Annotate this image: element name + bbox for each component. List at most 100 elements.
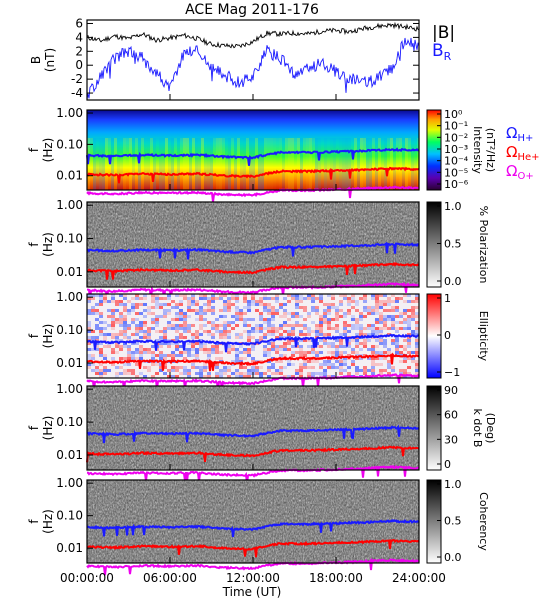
cyclotron-line-o <box>86 185 420 203</box>
x-axis: 00:00:00 06:00:00 12:00:00 18:00:00 24:00:00 <box>60 94 446 585</box>
x-tick-label: 00:00:00 <box>60 571 114 585</box>
heatmap-column <box>129 138 132 190</box>
y-tick-label: 0.10 <box>56 509 83 523</box>
heatmap-column <box>321 138 324 190</box>
cyclotron-line-he <box>86 261 420 280</box>
heatmap-column <box>297 138 300 190</box>
y-tick-label: 2 <box>75 44 83 58</box>
cyclotron-line-h <box>86 241 420 260</box>
y-axis-label: f <box>27 242 41 247</box>
heatmap-column <box>318 138 321 190</box>
heatmap-column <box>255 138 258 190</box>
heatmap-texture <box>87 202 419 287</box>
y-axis-label: f <box>27 333 41 338</box>
heatmap-column <box>102 138 105 190</box>
legend-omega-h: ΩH+ <box>506 124 533 144</box>
legend-omega-h-main: Ω <box>506 124 517 142</box>
legend-omega-he-main: Ω <box>506 143 517 161</box>
heatmap-column <box>96 138 99 190</box>
heatmap-column <box>303 138 306 190</box>
x-tick-label: 06:00:00 <box>143 571 197 585</box>
heatmap-column <box>153 138 156 190</box>
panel-intensity: 1.00 0.10 0.01 f (Hz) 10⁰10⁻¹10⁻²10⁻³10⁻⁴10⁻⁵… <box>27 106 497 203</box>
y-tick-label: 0 <box>75 58 83 72</box>
colorbar-tick-label: 0 <box>444 329 451 342</box>
heatmap-column <box>252 138 255 190</box>
x-tick-label: 18:00:00 <box>309 571 363 585</box>
heatmap-column <box>261 138 264 190</box>
series-line-b-magnitude <box>87 21 419 49</box>
heatmap-column <box>348 138 351 190</box>
heatmap-column <box>120 138 123 190</box>
colorbar-unit: (Deg) <box>484 413 497 444</box>
cyclotron-line-o <box>86 373 420 391</box>
colorbar-tick-label: 90 <box>444 384 458 397</box>
colorbar-tick-label: 1.0 <box>444 200 462 213</box>
heatmap-column <box>150 138 153 190</box>
heatmap-column <box>405 138 408 190</box>
panel-kdotb: 1.00 0.10 0.01 f (Hz) 90 60 30 0 k dot B (Deg) <box>27 382 497 484</box>
heatmap-column <box>201 138 204 190</box>
y-tick-label: 4 <box>75 30 83 44</box>
heatmap-column <box>330 138 333 190</box>
heatmap-column <box>231 138 234 190</box>
heatmap-column <box>198 138 201 190</box>
heatmap-column <box>219 138 222 190</box>
heatmap-column <box>378 138 381 190</box>
heatmap-column <box>300 138 303 190</box>
y-axis-unit: (Hz) <box>41 138 55 163</box>
heatmap-column <box>282 138 285 190</box>
heatmap-column <box>342 138 345 190</box>
y-tick-label: 0.01 <box>56 541 83 555</box>
legend-b-magnitude: |B| <box>432 23 455 43</box>
heatmap-column <box>315 138 318 190</box>
y-tick-label: 1.00 <box>56 290 83 304</box>
heatmap-column <box>177 138 180 190</box>
colorbar-tick-label: 0.0 <box>444 551 462 564</box>
heatmap-column <box>267 138 270 190</box>
heatmap-column <box>132 138 135 190</box>
heatmap-column <box>387 138 390 190</box>
y-axis-label: f <box>27 147 41 152</box>
x-tick-label: 24:00:00 <box>392 571 446 585</box>
heatmap-column <box>126 138 129 190</box>
colorbar-tick-label: 10⁻¹ <box>444 120 468 133</box>
heatmap-texture <box>87 480 419 563</box>
heatmap-column <box>276 138 279 190</box>
legend-omega-o-main: Ω <box>506 162 517 180</box>
heatmap-column <box>168 138 171 190</box>
heatmap-column <box>273 138 276 190</box>
series-line-b-r <box>87 37 419 100</box>
heatmap-column <box>246 138 249 190</box>
heatmap-column <box>390 138 393 190</box>
y-tick-label: 0.01 <box>56 169 83 183</box>
panel-background <box>87 20 419 100</box>
colorbar-tick-label: 0.0 <box>444 275 462 288</box>
colorbar-tick-label: 0.5 <box>444 515 462 528</box>
legend-b-r-main: B <box>432 41 444 61</box>
heatmap-column <box>207 138 210 190</box>
y-tick-label: -2 <box>71 72 83 86</box>
cyclotron-line-he <box>86 445 420 463</box>
panel-ellipticity: 1.00 0.10 0.01 f (Hz) 1 0 −1 Ellipticity <box>27 290 490 391</box>
cyclotron-line-o <box>87 281 420 301</box>
cyclotron-line-he <box>86 166 420 184</box>
y-tick-label: 0.10 <box>56 137 83 151</box>
heatmap-column <box>234 138 237 190</box>
legend-omega-he: ΩHe+ <box>506 143 540 163</box>
colorbar-unit: (nT²/Hz) <box>484 128 497 172</box>
y-tick-label: 1.00 <box>56 382 83 396</box>
heatmap-column <box>138 138 141 190</box>
heatmap-column <box>105 138 108 190</box>
heatmap-column <box>291 138 294 190</box>
cyclotron-line-h <box>86 519 420 538</box>
heatmap-column <box>216 138 219 190</box>
colorbar-ellipticity: 1 0 −1 Ellipticity <box>426 292 490 379</box>
y-axis-unit: (Hz) <box>41 509 55 534</box>
colorbar-tick-label: 10⁻⁴ <box>444 155 469 168</box>
heatmap-column <box>189 138 192 190</box>
